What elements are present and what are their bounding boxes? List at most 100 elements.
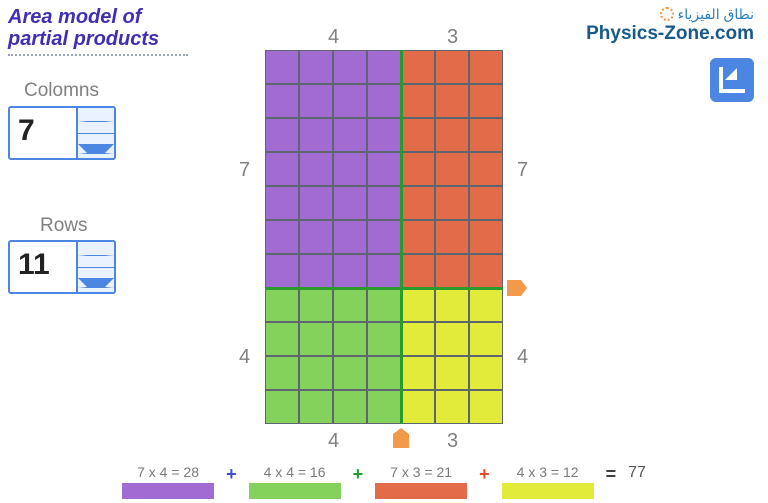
chevron-up-icon	[78, 246, 114, 256]
horizontal-split-handle[interactable]	[393, 428, 409, 448]
grid-cell	[469, 356, 503, 390]
grid-cell	[435, 390, 469, 424]
equation-term: 7 x 3 = 21	[375, 464, 467, 499]
equation-strip: 7 x 4 = 28+4 x 4 = 16+7 x 3 = 21+4 x 3 =…	[0, 464, 768, 499]
grid-cell	[367, 390, 401, 424]
grid-cell	[367, 84, 401, 118]
equation-term-bar	[375, 483, 467, 499]
grid-cell	[469, 390, 503, 424]
equation-operator: =	[606, 464, 617, 485]
rows-down-button[interactable]	[78, 268, 114, 293]
grid-cell	[333, 118, 367, 152]
grid-cell	[401, 356, 435, 390]
grid-cell	[367, 118, 401, 152]
grid-cell	[435, 152, 469, 186]
grid-cell	[401, 84, 435, 118]
grid-cell	[265, 390, 299, 424]
vertical-split-handle[interactable]	[507, 280, 527, 296]
grid-cell	[435, 50, 469, 84]
rows-up-button[interactable]	[78, 242, 114, 268]
columns-stepper[interactable]: 7	[8, 106, 116, 160]
grid-cell	[265, 50, 299, 84]
grid-cell	[435, 186, 469, 220]
grid-cell	[333, 254, 367, 288]
grid-cell	[299, 152, 333, 186]
equation-term-text: 7 x 3 = 21	[390, 464, 452, 480]
grid-cell	[265, 84, 299, 118]
grid-cell	[367, 152, 401, 186]
dim-right-top: 7	[517, 159, 528, 182]
equation-term-text: 4 x 3 = 12	[517, 464, 579, 480]
grid-cell	[333, 220, 367, 254]
chevron-down-icon	[78, 278, 114, 288]
grid-cell	[401, 50, 435, 84]
equation-term-bar	[249, 483, 341, 499]
equation-total: 77	[628, 464, 646, 482]
grid-cell	[299, 322, 333, 356]
grid-cell	[299, 390, 333, 424]
grid-cell	[265, 356, 299, 390]
grid-cell	[401, 186, 435, 220]
grid-cell	[367, 288, 401, 322]
dim-top-left: 4	[328, 26, 339, 49]
grid-cell	[367, 356, 401, 390]
brand-english: Physics-Zone.com	[586, 23, 754, 45]
grid-cell	[469, 84, 503, 118]
equation-term-bar	[502, 483, 594, 499]
dim-bottom-right: 3	[447, 430, 458, 453]
grid-cell	[367, 254, 401, 288]
columns-down-button[interactable]	[78, 134, 114, 159]
grid-cell	[265, 254, 299, 288]
dim-right-bottom: 4	[517, 346, 528, 369]
equation-term-bar	[122, 483, 214, 499]
page-title: Area model of partial products	[8, 6, 188, 56]
grid-cell	[469, 288, 503, 322]
columns-value: 7	[10, 108, 76, 158]
rows-stepper[interactable]: 11	[8, 240, 116, 294]
grid-cell	[265, 322, 299, 356]
grid-cell	[435, 254, 469, 288]
grid-cell	[333, 356, 367, 390]
grid-cell	[333, 152, 367, 186]
title-line2: partial products	[8, 28, 159, 50]
grid-cell	[401, 288, 435, 322]
columns-up-button[interactable]	[78, 108, 114, 134]
dim-top-right: 3	[447, 26, 458, 49]
grid-cell	[469, 254, 503, 288]
brand-block: نطاق الفيزياء Physics-Zone.com	[586, 6, 754, 45]
rows-value: 11	[10, 242, 76, 292]
grid-cell	[435, 356, 469, 390]
grid-cell	[265, 288, 299, 322]
dim-left-bottom: 4	[239, 346, 250, 369]
dim-left-top: 7	[239, 159, 250, 182]
grid-cell	[299, 220, 333, 254]
rows-label: Rows	[40, 215, 88, 237]
grid-cell	[469, 186, 503, 220]
equation-term-text: 4 x 4 = 16	[264, 464, 326, 480]
fullscreen-icon[interactable]	[710, 58, 754, 102]
grid-cell	[401, 254, 435, 288]
grid-cell	[299, 118, 333, 152]
grid-cell	[299, 356, 333, 390]
grid-cell	[435, 118, 469, 152]
grid-cell	[299, 50, 333, 84]
grid-cell	[265, 186, 299, 220]
grid-cell	[401, 390, 435, 424]
grid-cell	[333, 288, 367, 322]
grid-cell	[333, 186, 367, 220]
grid-cell	[401, 322, 435, 356]
grid-cell	[265, 118, 299, 152]
grid-cell	[435, 220, 469, 254]
title-line1: Area model of	[8, 6, 141, 28]
grid-cell	[469, 118, 503, 152]
grid-cell	[333, 390, 367, 424]
grid-cell	[299, 254, 333, 288]
grid-cell	[299, 84, 333, 118]
grid-cell	[265, 220, 299, 254]
grid-cell	[333, 84, 367, 118]
columns-label: Colomns	[24, 80, 99, 102]
equation-term: 7 x 4 = 28	[122, 464, 214, 499]
equation-term-text: 7 x 4 = 28	[137, 464, 199, 480]
grid-cell	[469, 50, 503, 84]
area-grid	[265, 50, 503, 424]
